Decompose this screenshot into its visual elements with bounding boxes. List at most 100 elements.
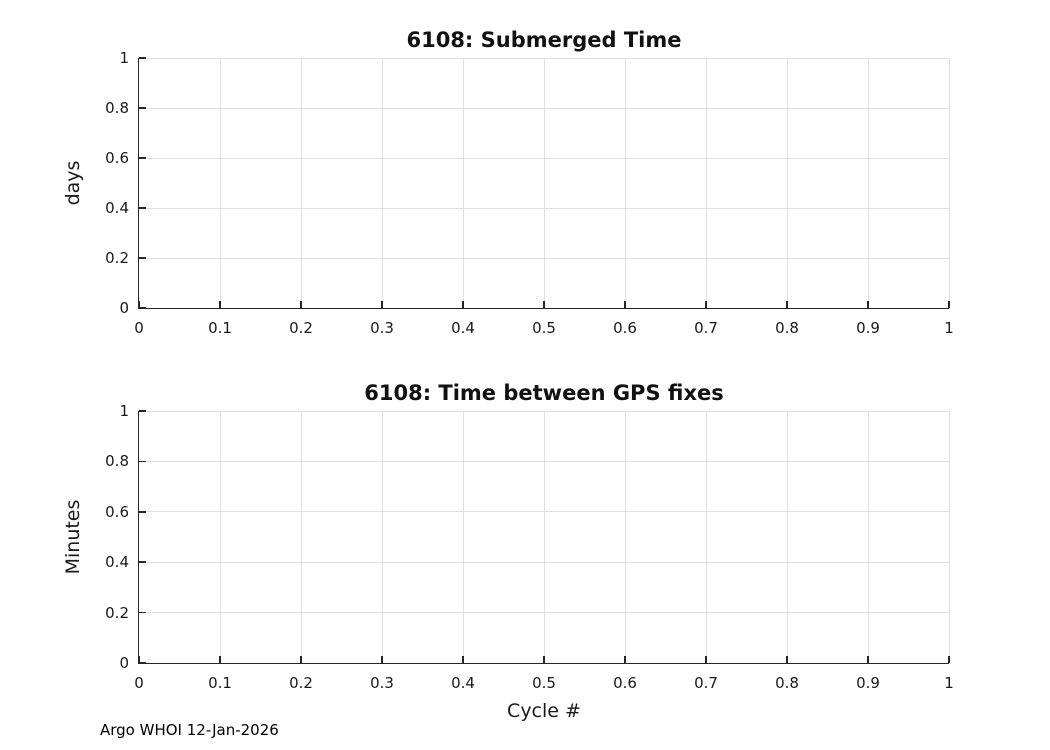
y-axis-label-days: days: [62, 160, 84, 206]
x-tick-mark: [543, 656, 545, 663]
x-tick-label: 0.8: [775, 319, 799, 337]
x-tick-label: 0.2: [289, 319, 313, 337]
y-tick-mark: [139, 107, 146, 109]
x-tick-mark: [543, 301, 545, 308]
x-axis-label-cycle: Cycle #: [507, 700, 581, 722]
y-tick-mark: [139, 460, 146, 463]
x-gridline: [786, 411, 788, 663]
x-tick-label: 0: [134, 319, 144, 337]
x-tick-label: 0.2: [289, 674, 313, 692]
x-tick-mark: [867, 656, 869, 663]
x-tick-mark: [948, 301, 950, 308]
x-tick-mark: [300, 301, 302, 308]
y-tick-mark: [139, 157, 146, 159]
x-gridline: [624, 411, 626, 663]
x-tick-label: 0.9: [856, 319, 880, 337]
y-gridline: [139, 612, 949, 614]
x-tick-label: 0.7: [694, 674, 718, 692]
y-gridline: [139, 57, 949, 59]
x-gridline: [705, 411, 707, 663]
y-tick-label: 0.4: [105, 553, 129, 572]
x-tick-label: 0.1: [208, 674, 232, 692]
y-tick-label: 0.2: [105, 249, 129, 267]
x-tick-label: 0.1: [208, 319, 232, 337]
x-gridline: [867, 411, 869, 663]
x-tick-mark: [381, 656, 383, 663]
footer-annotation: Argo WHOI 12-Jan-2026: [100, 721, 279, 739]
y-gridline: [139, 107, 949, 109]
x-tick-label: 0.3: [370, 319, 394, 337]
x-tick-label: 0.6: [613, 674, 637, 692]
x-tick-mark: [786, 301, 788, 308]
x-tick-label: 1: [944, 674, 954, 692]
x-gridline: [786, 58, 788, 308]
x-tick-mark: [786, 656, 788, 663]
x-tick-mark: [300, 656, 302, 663]
x-gridline: [948, 411, 950, 663]
y-tick-mark: [139, 611, 146, 614]
x-tick-mark: [705, 656, 707, 663]
y-tick-mark: [139, 662, 146, 664]
plot-title-submerged-time: 6108: Submerged Time: [406, 28, 682, 52]
y-tick-mark: [139, 57, 146, 59]
x-gridline: [462, 411, 464, 663]
y-tick-label: 0: [119, 654, 129, 672]
x-tick-mark: [219, 656, 221, 663]
x-tick-label: 0.3: [370, 674, 394, 692]
x-tick-label: 0.9: [856, 674, 880, 692]
x-tick-mark: [624, 656, 626, 663]
y-tick-mark: [139, 307, 146, 309]
y-tick-mark: [139, 207, 146, 209]
y-tick-label: 0.2: [105, 603, 129, 622]
x-gridline: [300, 58, 302, 308]
y-tick-mark: [139, 410, 146, 412]
y-tick-label: 0.4: [105, 199, 129, 217]
x-tick-label: 0.4: [451, 319, 475, 337]
x-gridline: [867, 58, 869, 308]
y-tick-label: 0.6: [105, 149, 129, 167]
x-gridline: [543, 58, 545, 308]
axes-gps-fixes: 6108: Time between GPS fixes Minutes Cyc…: [62, 381, 954, 722]
x-tick-label: 0.8: [775, 674, 799, 692]
y-tick-label: 0.8: [105, 452, 129, 471]
x-tick-mark: [219, 301, 221, 308]
y-axis-label-minutes: Minutes: [62, 499, 84, 575]
x-tick-label: 0.5: [532, 674, 556, 692]
x-gridline: [381, 411, 383, 663]
x-gridline: [381, 58, 383, 308]
x-gridline: [462, 58, 464, 308]
x-gridline: [624, 58, 626, 308]
x-tick-mark: [462, 656, 464, 663]
y-tick-label: 0.6: [105, 502, 129, 521]
x-tick-mark: [624, 301, 626, 308]
x-tick-label: 0.7: [694, 319, 718, 337]
x-tick-label: 0: [134, 674, 144, 692]
y-tick-label: 0: [119, 299, 129, 317]
x-gridline: [948, 58, 950, 308]
y-tick-label: 1: [119, 402, 129, 420]
x-tick-label: 0.4: [451, 674, 475, 692]
x-tick-mark: [462, 301, 464, 308]
y-gridline: [139, 460, 949, 462]
y-gridline: [139, 511, 949, 513]
y-gridline: [139, 410, 949, 412]
x-tick-label: 0.6: [613, 319, 637, 337]
x-gridline: [219, 58, 221, 308]
x-tick-mark: [381, 301, 383, 308]
y-gridline: [139, 257, 949, 259]
y-gridline: [139, 561, 949, 563]
y-tick-mark: [139, 257, 146, 259]
y-gridline: [139, 157, 949, 159]
y-tick-mark: [139, 511, 146, 513]
x-tick-mark: [138, 301, 140, 308]
x-tick-label: 1: [944, 319, 954, 337]
axes-submerged-time: 6108: Submerged Time days 0 0.1 0.2 0.3 0.4 0…: [62, 28, 954, 337]
x-gridline: [219, 411, 221, 663]
x-gridline: [705, 58, 707, 308]
x-tick-mark: [948, 656, 950, 663]
x-tick-mark: [867, 301, 869, 308]
y-tick-label: 1: [119, 49, 129, 67]
y-gridline: [139, 207, 949, 209]
x-gridline: [300, 411, 302, 663]
